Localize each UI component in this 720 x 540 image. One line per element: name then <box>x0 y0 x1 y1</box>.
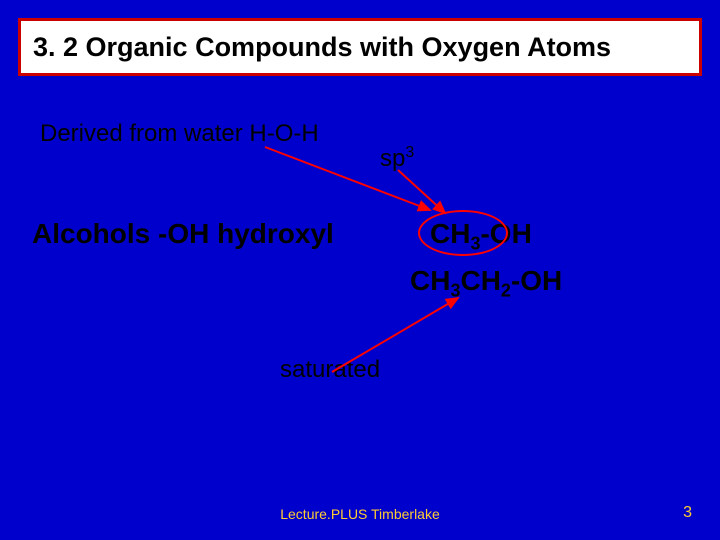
highlight-ellipse <box>418 210 508 256</box>
ch3ch2oh-b: CH <box>460 265 500 296</box>
sp3-label: sp3 <box>380 144 414 173</box>
footer-text: Lecture.PLUS Timberlake <box>0 506 720 522</box>
alcohols-label: Alcohols -OH hydroxyl <box>32 218 334 250</box>
ch3ch2oh-formula: CH3CH2-OH <box>410 265 562 302</box>
sp-exp: 3 <box>405 144 414 161</box>
slide-number: 3 <box>683 504 692 522</box>
slide-title: 3. 2 Organic Compounds with Oxygen Atoms <box>33 32 611 63</box>
derived-prefix: Derived from water <box>40 120 249 147</box>
arrow-2 <box>398 170 445 213</box>
arrows-overlay <box>0 0 720 540</box>
saturated-label: saturated <box>280 356 380 384</box>
title-box: 3. 2 Organic Compounds with Oxygen Atoms <box>18 18 702 76</box>
derived-line: Derived from water H-O-H <box>40 120 319 148</box>
ch3ch2oh-suffix: -OH <box>511 265 562 296</box>
ch3ch2oh-a-sub: 3 <box>450 281 460 301</box>
derived-formula: H-O-H <box>249 120 318 147</box>
sp-text: sp <box>380 145 405 172</box>
ch3ch2oh-b-sub: 2 <box>501 281 511 301</box>
ch3ch2oh-a: CH <box>410 265 450 296</box>
